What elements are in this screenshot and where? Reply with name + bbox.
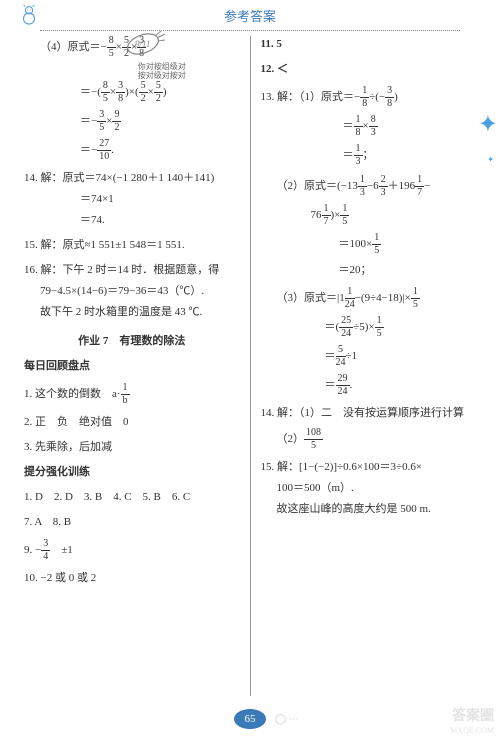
q14-line2: ＝74×1 xyxy=(24,191,240,208)
q13-1b: ＝18×83 xyxy=(261,115,477,138)
q15r-3: 故这座山峰的高度大约是 500 m. xyxy=(261,501,477,518)
q4-line3: ＝−35×92 xyxy=(24,110,240,133)
q13-2c: ＝100×15 xyxy=(261,233,477,256)
strong-1: 1. D 2. D 3. B 4. C 5. B 6. C xyxy=(24,489,240,506)
left-column: （4）原式＝−85×52×38 你对按组级对按对级对按对 ＝−(85×38)×(… xyxy=(18,36,251,696)
q13-3b: ＝(2524÷5)×15 xyxy=(261,316,477,339)
strong-10: 10. −2 或 0 或 2 xyxy=(24,570,240,587)
right-column: 11. 5 12. ＜ 13. 解：（1）原式＝−18÷(−38) ＝18×83… xyxy=(251,36,483,696)
header-title: 参考答案 xyxy=(224,6,276,25)
q12: 12. ＜ xyxy=(261,61,477,78)
page-number-badge: 65 xyxy=(234,709,266,729)
q13-2b: 7617)×15 xyxy=(261,204,477,227)
snowman-icon xyxy=(18,3,40,25)
watermark-sub: MXQE.COM xyxy=(450,726,494,735)
q13-3c: ＝524÷1 xyxy=(261,345,477,368)
daily-heading: 每日回顾盘点 xyxy=(24,358,240,375)
q4-line4: ＝−2710. xyxy=(24,139,240,162)
q13-1a: 13. 解：（1）原式＝−18÷(−38) xyxy=(261,86,477,109)
q14-line1: 14. 解：原式＝74×(−1 280＋1 140＋141) xyxy=(24,170,240,187)
q16-line2: 79−4.5×(14−6)＝79−36＝43（℃）. xyxy=(24,283,240,300)
tiny-note: 你对按组级对按对级对按对 xyxy=(84,63,240,81)
q4-line2: ＝−(85×38)×(52×52) xyxy=(24,81,240,104)
q14-line3: ＝74. xyxy=(24,212,240,229)
q13-1c: ＝13； xyxy=(261,144,477,167)
star-small-decoration: ✦ xyxy=(487,155,494,164)
q14r-2: （2）1085 xyxy=(261,428,477,451)
content-columns: （4）原式＝−85×52×38 你对按组级对按对级对按对 ＝−(85×38)×(… xyxy=(0,31,500,696)
watermark-main: 答案圈 xyxy=(452,705,494,725)
strong-9: 9. −34 ±1 xyxy=(24,539,240,562)
q16-line1: 16. 解：下午 2 时＝14 时．根据题意，得 xyxy=(24,262,240,279)
page-decoration: ◯ ⋯ xyxy=(275,714,299,725)
q15r-2: 100＝500（m）. xyxy=(261,480,477,497)
daily-2: 2. 正 负 绝对值 0 xyxy=(24,414,240,431)
daily-1: 1. 这个数的倒数 a·1b xyxy=(24,383,240,406)
daily-3: 3. 先乘除，后加减 xyxy=(24,439,240,456)
q13-2d: ＝20； xyxy=(261,262,477,279)
section-7-title: 作业 7 有理数的除法 xyxy=(24,333,240,350)
q15r-1: 15. 解：[1−(−2)]÷0.6×100＝3÷0.6× xyxy=(261,459,477,476)
q11: 11. 5 xyxy=(261,36,477,53)
strong-heading: 提分强化训练 xyxy=(24,464,240,481)
svg-text:9/11: 9/11 xyxy=(135,39,150,49)
page-header: 参考答案 xyxy=(0,0,500,30)
carrot-icon: 9/11 xyxy=(125,28,167,56)
q14r-1: 14. 解：（1）二 没有按运算顺序进行计算 xyxy=(261,405,477,422)
q13-3a: （3）原式＝|1124−(9÷4−18)|×15 xyxy=(261,287,477,310)
q13-2a: （2）原式＝(−1313−623＋19617− xyxy=(261,175,477,198)
strong-7: 7. A 8. B xyxy=(24,514,240,531)
q15-line: 15. 解：原式≈1 551±1 548＝1 551. xyxy=(24,237,240,254)
star-decoration: ✦ xyxy=(478,110,498,139)
q13-3d: ＝2924. xyxy=(261,374,477,397)
q16-line3: 故下午 2 时水箱里的温度是 43 ℃. xyxy=(24,304,240,321)
